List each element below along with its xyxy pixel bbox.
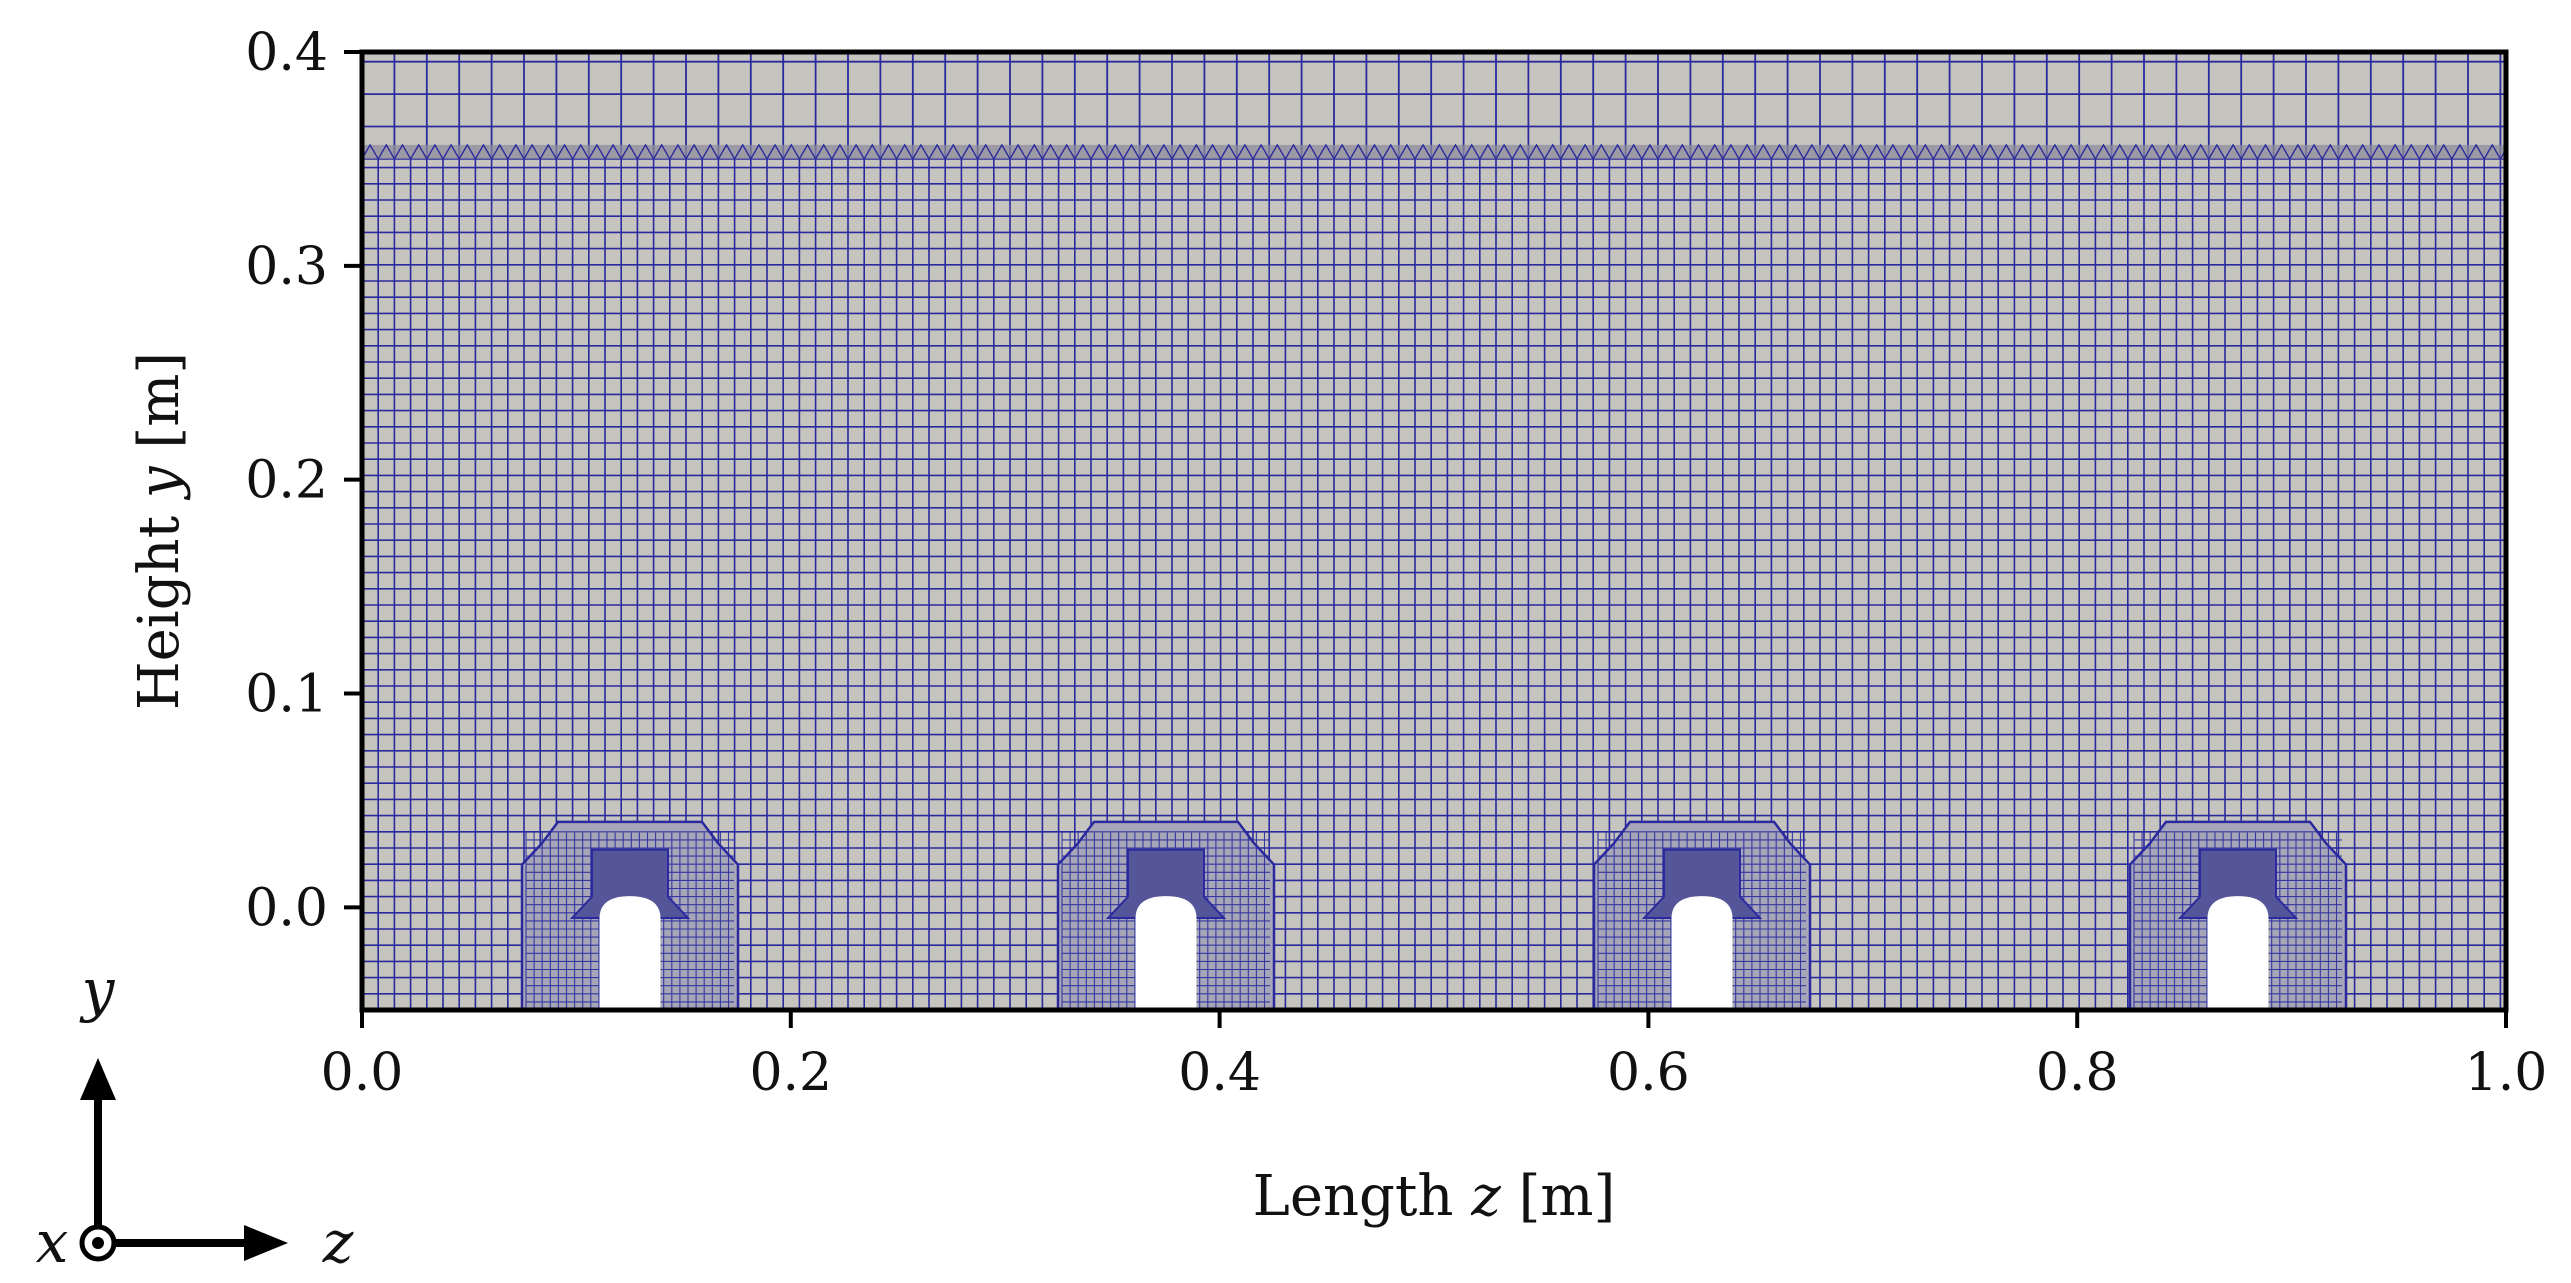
dense-mesh-cap bbox=[1641, 848, 1763, 920]
x-axis-title: Length z [m] bbox=[1253, 1164, 1616, 1229]
triad-x-label: x bbox=[36, 1208, 69, 1276]
x-tick-label: 0.2 bbox=[749, 1043, 832, 1103]
roughness-element-body bbox=[599, 896, 661, 1010]
y-tick-label: 0.2 bbox=[245, 451, 328, 511]
plot-frame bbox=[359, 49, 2509, 1013]
roughness-element-body bbox=[1135, 896, 1197, 1010]
coordinate-triad: y z x bbox=[36, 956, 354, 1276]
refinement-interface-band bbox=[362, 143, 2506, 160]
y-axis-title: Height y [m] bbox=[127, 352, 192, 710]
x-tick-label: 0.4 bbox=[1178, 1043, 1261, 1103]
x-tick-label: 1.0 bbox=[2465, 1043, 2548, 1103]
triad-x-out-of-plane-dot bbox=[92, 1237, 104, 1249]
dense-mesh-cap bbox=[2177, 848, 2299, 920]
coarse-mesh-lines bbox=[362, 52, 2506, 160]
x-axis-ticks: 0.0 0.2 0.4 0.6 0.8 1.0 bbox=[321, 1010, 2548, 1103]
y-tick-label: 0.0 bbox=[245, 878, 328, 938]
roughness-element-1 bbox=[520, 820, 740, 1010]
triad-z-arrow-head bbox=[244, 1225, 288, 1261]
roughness-element-body bbox=[1671, 896, 1733, 1010]
x-tick-label: 0.8 bbox=[2036, 1043, 2119, 1103]
interface-band-triangles bbox=[362, 143, 2506, 160]
x-tick-label: 0.6 bbox=[1607, 1043, 1690, 1103]
y-tick-label: 0.1 bbox=[245, 665, 328, 725]
triad-z-label: z bbox=[322, 1208, 354, 1276]
fine-mesh-lines bbox=[362, 158, 2506, 1010]
roughness-element-2 bbox=[1056, 820, 1276, 1010]
dense-mesh-cap bbox=[569, 848, 691, 920]
triad-y-arrow-head bbox=[80, 1058, 116, 1100]
triad-y-label: y bbox=[79, 956, 116, 1024]
y-tick-label: 0.3 bbox=[245, 237, 328, 297]
mesh-plot-area bbox=[362, 52, 2506, 1010]
dense-mesh-cap bbox=[1105, 848, 1227, 920]
mesh-grid bbox=[362, 52, 2506, 1010]
interface-band-fill bbox=[362, 144, 2506, 159]
roughness-element-body bbox=[2207, 896, 2269, 1010]
y-axis-ticks: 0.0 0.1 0.2 0.3 0.4 bbox=[245, 23, 362, 938]
roughness-element-4 bbox=[2128, 820, 2348, 1010]
y-tick-label: 0.4 bbox=[245, 23, 328, 83]
x-tick-label: 0.0 bbox=[321, 1043, 404, 1103]
roughness-elements bbox=[520, 820, 2348, 1010]
roughness-element-3 bbox=[1592, 820, 1812, 1010]
